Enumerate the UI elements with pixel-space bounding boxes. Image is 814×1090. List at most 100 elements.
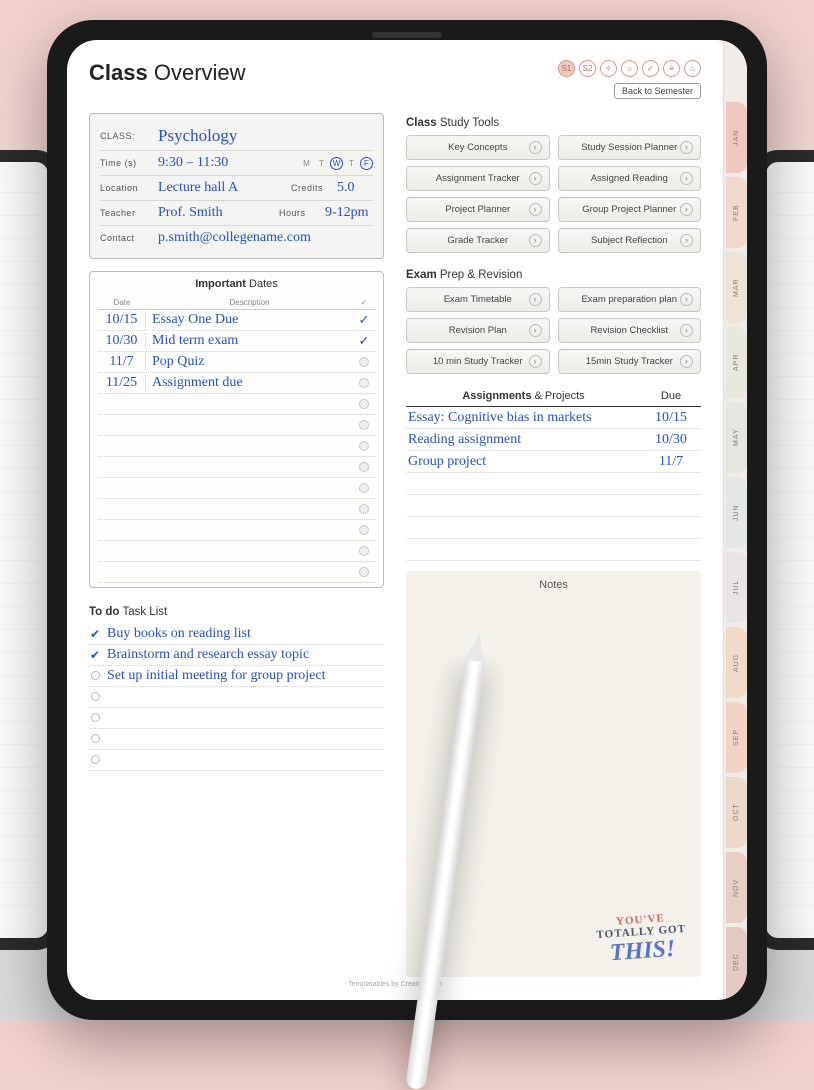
header-icon[interactable]: S1 bbox=[558, 60, 575, 77]
month-tab-jan[interactable]: JAN bbox=[726, 102, 747, 173]
month-tab-apr[interactable]: APR bbox=[726, 327, 747, 398]
important-date-row: 10/15Essay One Due✓ bbox=[98, 310, 375, 331]
tool-button[interactable]: Project Planner bbox=[406, 197, 550, 222]
assignment-row: Reading assignment10/30 bbox=[406, 429, 701, 451]
footer-credit: Templatables by Creative Jam bbox=[89, 981, 701, 988]
important-date-row: 10/30Mid term exam✓ bbox=[98, 331, 375, 352]
tool-button[interactable]: Revision Plan bbox=[406, 318, 550, 343]
page-title-bold: Class bbox=[89, 60, 148, 85]
teacher-value: Prof. Smith bbox=[158, 205, 273, 221]
header-icon-row: S1S2✧☼✓≡⌂ bbox=[558, 60, 701, 77]
todo-checkbox[interactable]: ✔ bbox=[89, 648, 101, 662]
page-title-light: Overview bbox=[154, 60, 246, 85]
tool-button[interactable]: Revision Checklist bbox=[558, 318, 702, 343]
camera-notch bbox=[372, 32, 442, 38]
notes-box: Notes YOU'VE TOTALLY GOT THIS! bbox=[406, 571, 701, 977]
header-icon[interactable]: ☼ bbox=[621, 60, 638, 77]
todo-body: ✔Buy books on reading list✔Brainstorm an… bbox=[89, 624, 384, 771]
tool-button[interactable]: Exam preparation plan bbox=[558, 287, 702, 312]
screen: Class Overview S1S2✧☼✓≡⌂ Back to Semeste… bbox=[67, 40, 747, 1000]
hours-value: 9-12pm bbox=[325, 205, 373, 221]
study-tools-grid: Key Concepts Study Session Planner Assignm… bbox=[406, 135, 701, 253]
back-to-semester-button[interactable]: Back to Semester bbox=[614, 83, 701, 99]
month-tabs: JAN FEB MAR APR MAY JUN JUL AUG SEP OCT NOV DEC bbox=[723, 40, 747, 1000]
header-icon[interactable]: ≡ bbox=[663, 60, 680, 77]
assignment-row-blank bbox=[406, 495, 701, 517]
assignment-row-blank bbox=[406, 517, 701, 539]
month-tab-jul[interactable]: JUL bbox=[726, 552, 747, 623]
todo-item-blank bbox=[89, 687, 384, 708]
important-dates-title: Important Dates bbox=[98, 278, 375, 290]
assignment-row-blank bbox=[406, 539, 701, 561]
notes-title: Notes bbox=[414, 579, 693, 591]
tool-button[interactable]: Grade Tracker bbox=[406, 228, 550, 253]
month-tab-nov[interactable]: NOV bbox=[726, 852, 747, 923]
important-dates-body: 10/15Essay One Due✓10/30Mid term exam✓11… bbox=[98, 310, 375, 583]
todo-checkbox[interactable] bbox=[89, 669, 101, 683]
tool-button[interactable]: Exam Timetable bbox=[406, 287, 550, 312]
important-date-row-blank bbox=[98, 415, 375, 436]
ipad-frame: Class Overview S1S2✧☼✓≡⌂ Back to Semeste… bbox=[47, 20, 767, 1020]
location-label: Location bbox=[100, 183, 152, 193]
important-dates-header-row: Date Description ✓ bbox=[98, 296, 375, 310]
contact-value: p.smith@collegename.com bbox=[158, 230, 373, 246]
assignments-header: Assignments & Projects Due bbox=[406, 386, 701, 407]
tool-button[interactable]: Study Session Planner bbox=[558, 135, 702, 160]
time-label: Time (s) bbox=[100, 158, 152, 168]
todo-item: Set up initial meeting for group project bbox=[89, 666, 384, 687]
header-icon[interactable]: ⌂ bbox=[684, 60, 701, 77]
weekday-0[interactable]: M bbox=[300, 157, 313, 170]
header-right: S1S2✧☼✓≡⌂ Back to Semester bbox=[558, 60, 701, 99]
month-tab-may[interactable]: MAY bbox=[726, 402, 747, 473]
tool-button[interactable]: 10 min Study Tracker bbox=[406, 349, 550, 374]
header-icon[interactable]: ✓ bbox=[642, 60, 659, 77]
month-tab-sep[interactable]: SEP bbox=[726, 702, 747, 773]
credits-label: Credits bbox=[291, 183, 331, 193]
important-date-row-blank bbox=[98, 499, 375, 520]
important-date-row-blank bbox=[98, 541, 375, 562]
important-date-row-blank bbox=[98, 436, 375, 457]
important-date-row: 11/25Assignment due bbox=[98, 373, 375, 394]
important-date-row-blank bbox=[98, 520, 375, 541]
month-tab-dec[interactable]: DEC bbox=[726, 927, 747, 998]
assignment-row-blank bbox=[406, 473, 701, 495]
header-icon[interactable]: ✧ bbox=[600, 60, 617, 77]
header-icon[interactable]: S2 bbox=[579, 60, 596, 77]
tool-button[interactable]: Group Project Planner bbox=[558, 197, 702, 222]
assignment-row: Essay: Cognitive bias in markets10/15 bbox=[406, 407, 701, 429]
location-value: Lecture hall A bbox=[158, 180, 285, 196]
todo-item-blank bbox=[89, 708, 384, 729]
weekday-2[interactable]: W bbox=[330, 157, 343, 170]
weekday-3[interactable]: T bbox=[345, 157, 358, 170]
time-value: 9:30 – 11:30 bbox=[158, 155, 294, 171]
month-tab-feb[interactable]: FEB bbox=[726, 177, 747, 248]
page-content: Class Overview S1S2✧☼✓≡⌂ Back to Semeste… bbox=[67, 40, 723, 1000]
credits-value: 5.0 bbox=[337, 180, 373, 196]
tool-button[interactable]: 15min Study Tracker bbox=[558, 349, 702, 374]
weekday-1[interactable]: T bbox=[315, 157, 328, 170]
weekday-4[interactable]: F bbox=[360, 157, 373, 170]
todo-checkbox[interactable]: ✔ bbox=[89, 627, 101, 641]
todo-item: ✔Buy books on reading list bbox=[89, 624, 384, 645]
contact-label: Contact bbox=[100, 233, 152, 243]
month-tab-aug[interactable]: AUG bbox=[726, 627, 747, 698]
tool-button[interactable]: Assignment Tracker bbox=[406, 166, 550, 191]
assignments-body: Essay: Cognitive bias in markets10/15Rea… bbox=[406, 407, 701, 561]
tool-button[interactable]: Subject Reflection bbox=[558, 228, 702, 253]
todo-item-blank bbox=[89, 750, 384, 771]
important-date-row-blank bbox=[98, 394, 375, 415]
tool-button[interactable]: Key Concepts bbox=[406, 135, 550, 160]
important-date-row-blank bbox=[98, 562, 375, 583]
important-date-row-blank bbox=[98, 457, 375, 478]
todo-title: To do Task List bbox=[89, 606, 384, 618]
weekday-picker: MTWTF bbox=[300, 157, 373, 170]
tool-button[interactable]: Assigned Reading bbox=[558, 166, 702, 191]
columns: CLASS: Psychology Time (s) 9:30 – 11:30 … bbox=[89, 113, 701, 977]
important-date-row: 11/7Pop Quiz bbox=[98, 352, 375, 373]
class-info-box: CLASS: Psychology Time (s) 9:30 – 11:30 … bbox=[89, 113, 384, 259]
month-tab-oct[interactable]: OCT bbox=[726, 777, 747, 848]
month-tab-jun[interactable]: JUN bbox=[726, 477, 747, 548]
important-dates-box: Important Dates Date Description ✓ 10/15… bbox=[89, 271, 384, 588]
teacher-label: Teacher bbox=[100, 208, 152, 218]
month-tab-mar[interactable]: MAR bbox=[726, 252, 747, 323]
